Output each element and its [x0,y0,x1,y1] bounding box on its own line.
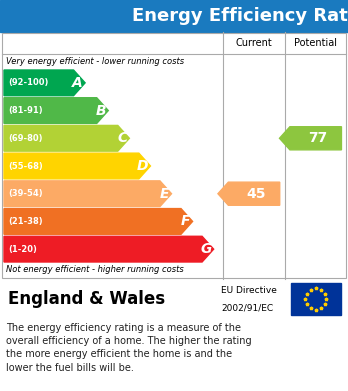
Polygon shape [4,70,85,96]
Text: 77: 77 [308,131,327,145]
Text: G: G [200,242,212,256]
Text: 2002/91/EC: 2002/91/EC [221,303,273,312]
Polygon shape [4,153,150,179]
Text: (21-38): (21-38) [8,217,42,226]
Text: (55-68): (55-68) [8,161,43,170]
Polygon shape [4,181,172,206]
Text: Very energy efficient - lower running costs: Very energy efficient - lower running co… [6,57,184,66]
Text: Potential: Potential [294,38,337,48]
Text: (39-54): (39-54) [8,189,42,198]
Text: A: A [72,76,83,90]
Text: (69-80): (69-80) [8,134,42,143]
Polygon shape [218,182,280,205]
Text: EU Directive: EU Directive [221,286,277,295]
Text: England & Wales: England & Wales [8,290,165,308]
Text: F: F [181,214,191,228]
Text: C: C [117,131,127,145]
Polygon shape [4,126,129,151]
Polygon shape [4,98,108,124]
Bar [0,0,348,32]
Text: (92-100): (92-100) [8,78,48,87]
Text: The energy efficiency rating is a measure of the
overall efficiency of a home. T: The energy efficiency rating is a measur… [6,323,252,373]
Text: (1-20): (1-20) [8,245,37,254]
Bar [2,280,346,318]
Text: E: E [160,187,169,201]
Text: (81-91): (81-91) [8,106,42,115]
Text: Energy Efficiency Rating: Energy Efficiency Rating [132,7,348,25]
Text: Not energy efficient - higher running costs: Not energy efficient - higher running co… [6,265,184,274]
Polygon shape [4,236,214,262]
Bar [2,33,346,278]
Text: B: B [96,104,106,118]
Text: Current: Current [236,38,272,48]
Text: 45: 45 [246,187,266,201]
Polygon shape [4,208,192,234]
Bar [291,283,341,315]
Polygon shape [279,127,341,150]
Text: D: D [137,159,149,173]
